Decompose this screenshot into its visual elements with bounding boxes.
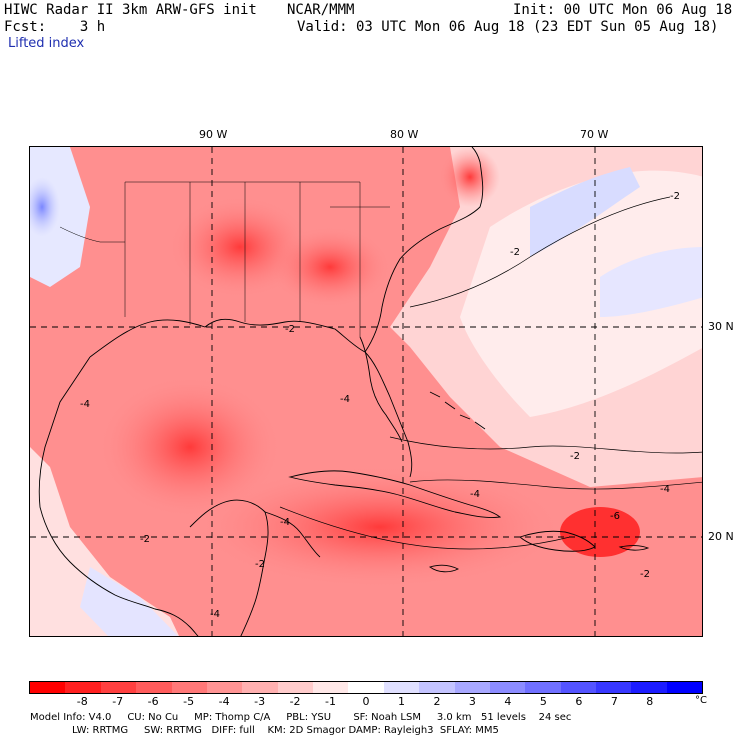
contour-label: -2 [255, 559, 265, 570]
longitude-label: 70 W [580, 128, 609, 141]
contour-label: -4 [470, 489, 480, 500]
contour-label: -4 [280, 517, 290, 528]
unstable-core [440, 147, 500, 207]
colorbar-tick-label: -6 [147, 695, 159, 708]
init-time: Init: 00 UTC Mon 06 Aug 18 [513, 2, 733, 18]
colorbar-swatch [489, 682, 526, 693]
contour-label: -2 [570, 451, 580, 462]
state-borders [59, 181, 390, 337]
contour-label: -2 [640, 569, 650, 580]
colorbar-swatch [560, 682, 596, 693]
unstable-core [560, 507, 640, 557]
colorbar-swatch [383, 682, 420, 693]
colorbar-swatch [136, 682, 172, 693]
colorbar-swatch [348, 682, 384, 693]
colorbar-swatch [100, 682, 137, 693]
unstable-core [200, 467, 560, 587]
colorbar-tick-label: -5 [183, 695, 195, 708]
colorbar-tick-label: 1 [397, 695, 405, 708]
colorbar [29, 681, 703, 694]
stable-region [460, 170, 702, 417]
colorbar-swatch [242, 682, 278, 693]
field-name: Lifted index [8, 36, 85, 51]
contour-label: -2 [670, 191, 680, 202]
positive-region [530, 167, 640, 257]
colorbar-swatch [313, 682, 349, 693]
colorbar-tick-label: -2 [289, 695, 301, 708]
positive-region [30, 177, 60, 237]
latitude-label: 30 N [708, 320, 734, 333]
colorbar-unit: °C [695, 695, 707, 706]
colorbar-tick-label: 3 [468, 695, 476, 708]
colorbar-swatch [596, 682, 632, 693]
graticule [30, 147, 702, 636]
colorbar-swatch [525, 682, 561, 693]
contour-label: -2 [285, 324, 295, 335]
colorbar-tick-label: -1 [325, 695, 336, 708]
contour-label: -6 [610, 511, 620, 522]
colorbar-tick-label: 2 [433, 695, 441, 708]
contour-label: -2 [140, 534, 150, 545]
model-info-line2: LW: RRTMG SW: RRTMG DIFF: full KM: 2D Sm… [72, 725, 499, 736]
contour-label: -4 [80, 399, 90, 410]
colorbar-tick-label: 4 [504, 695, 512, 708]
stable-region [30, 447, 180, 636]
contour-label: -2 [510, 247, 520, 258]
colorbar-swatch [277, 682, 313, 693]
unstable-core [100, 377, 280, 517]
valid-time: Valid: 03 UTC Mon 06 Aug 18 (23 EDT Sun … [297, 19, 719, 35]
colorbar-tick-label: 5 [539, 695, 547, 708]
contour-label: -4 [660, 484, 670, 495]
colorbar-swatch [631, 682, 667, 693]
coastlines [38, 147, 650, 636]
colorbar-swatch [30, 682, 66, 693]
colorbar-tick-label: 7 [610, 695, 618, 708]
colorbar-tick-label: 8 [646, 695, 654, 708]
colorbar-swatch [454, 682, 490, 693]
contours [279, 196, 702, 550]
colorbar-tick-label: 6 [575, 695, 583, 708]
colorbar-swatch [65, 682, 101, 693]
positive-region [80, 567, 179, 636]
contour-label-group: -2 -2 -2 -2 -4 -4 -4 -4 -2 -6 -2 -4 -2 -… [80, 191, 680, 620]
organization-label: NCAR/MMM [287, 2, 355, 18]
longitude-label: 90 W [199, 128, 228, 141]
colorbar-swatch [419, 682, 455, 693]
map-canvas: -2 -2 -2 -2 -4 -4 -4 -4 -2 -6 -2 -4 -2 -… [30, 147, 702, 636]
forecast-hour: Fcst: 3 h [4, 19, 106, 35]
colorbar-tick-label: -3 [254, 695, 266, 708]
colorbar-swatch [171, 682, 207, 693]
model-info-line1: Model Info: V4.0 CU: No Cu MP: Thomp C/A… [30, 712, 572, 723]
colorbar-swatch [666, 682, 703, 693]
colorbar-tick-label: -4 [218, 695, 230, 708]
colorbar-tick-label: -7 [112, 695, 124, 708]
latitude-label: 20 N [708, 530, 734, 543]
colorbar-tick-label: -8 [76, 695, 88, 708]
contour-label: -4 [340, 394, 350, 405]
contour-label: -4 [210, 609, 220, 620]
unstable-core [270, 227, 390, 307]
colorbar-tick-label: 0 [362, 695, 370, 708]
longitude-label: 80 W [390, 128, 419, 141]
model-title: HIWC Radar II 3km ARW-GFS init [4, 2, 257, 18]
colorbar-swatch [206, 682, 243, 693]
positive-region [600, 247, 702, 317]
weather-map: -2 -2 -2 -2 -4 -4 -4 -4 -2 -6 -2 -4 -2 -… [29, 146, 703, 637]
